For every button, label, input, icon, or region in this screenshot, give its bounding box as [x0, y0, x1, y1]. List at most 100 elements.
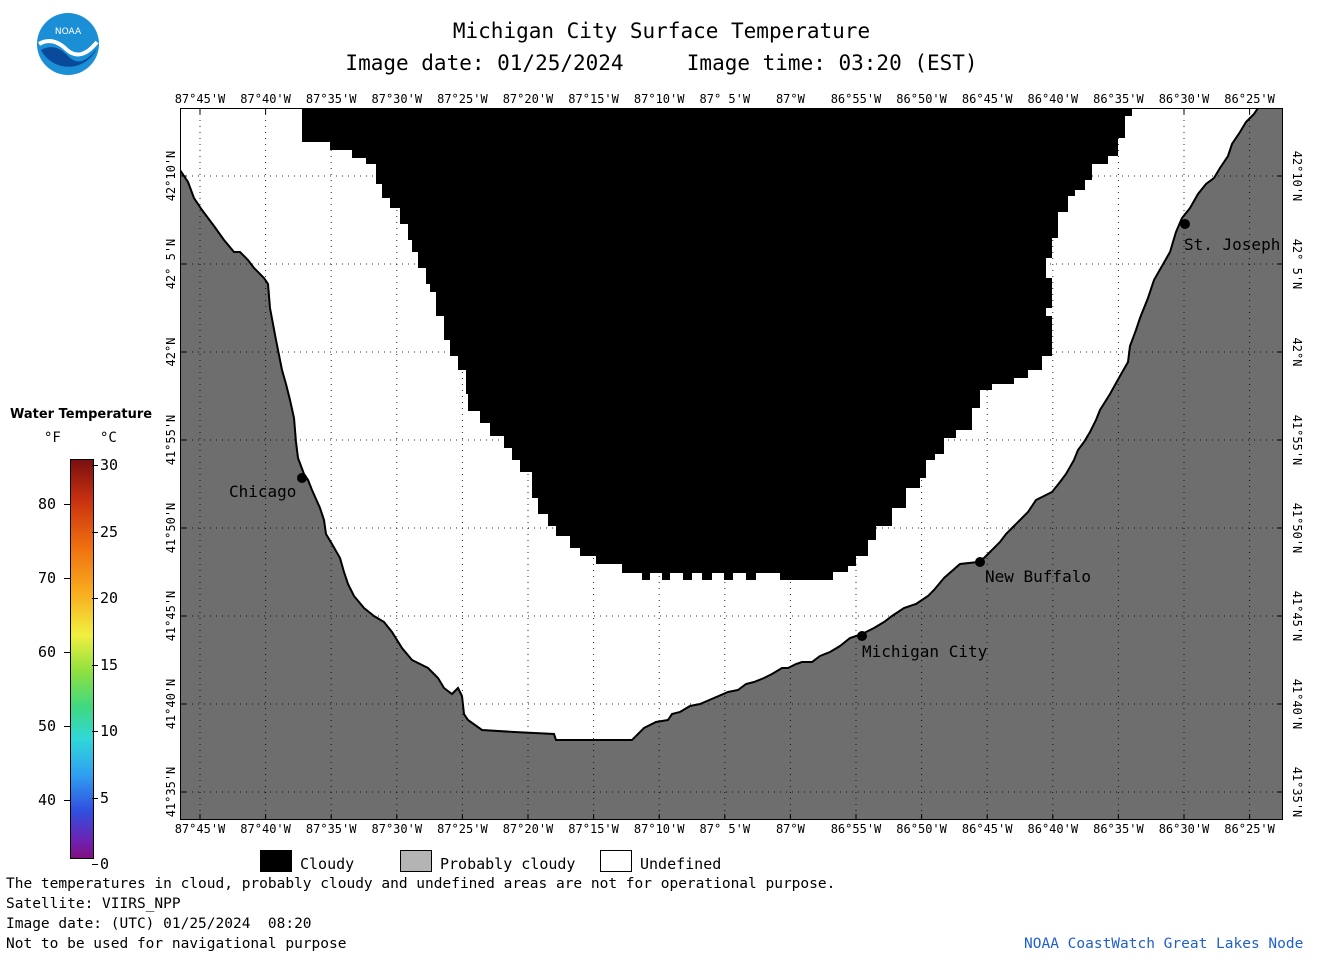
scale-c-tick-label: 30: [100, 456, 119, 474]
lat-label-left: 42°N: [164, 307, 178, 397]
cloud-area: [300, 108, 1132, 580]
lon-label-top: 87°20'W: [502, 92, 554, 106]
lon-label-bottom: 87°45'W: [174, 822, 226, 836]
lon-label-bottom: 87°10'W: [633, 822, 685, 836]
lon-label-bottom: 86°50'W: [896, 822, 947, 836]
scale-c-tick: [92, 864, 98, 865]
land-area-west: [180, 108, 1283, 820]
lon-label-bottom: 87°25'W: [437, 822, 488, 836]
map-ticks: [180, 108, 1283, 820]
scale-c-unit: °C: [100, 430, 117, 446]
city-label-new-buffalo: New Buffalo: [985, 567, 1091, 586]
image-date-time: Image date: 01/25/2024 Image time: 03:20…: [345, 51, 978, 75]
lat-label-left: 41°35'N: [164, 747, 178, 837]
lon-label-bottom: 87°20'W: [502, 822, 554, 836]
footer-disclaimer: The temperatures in cloud, probably clou…: [6, 876, 836, 892]
legend-label-undefined: Undefined: [640, 855, 722, 873]
lat-label-left-text: 41°45'N: [164, 590, 178, 642]
lon-label-top: 87°25'W: [437, 92, 488, 106]
lat-label-right: 41°45'N: [1290, 571, 1304, 661]
scale-c-tick: [92, 664, 98, 666]
lon-label-bottom: 86°45'W: [961, 822, 1013, 836]
lat-label-left-text: 42° 5'N: [164, 238, 178, 290]
lon-label-top: 86°50'W: [896, 92, 947, 106]
legend-swatch-cloudy: [260, 850, 292, 872]
lon-label-bottom: 87°40'W: [240, 822, 291, 836]
noaa-logo: NOAA: [37, 13, 99, 75]
city-label-st-joseph: St. Joseph: [1184, 235, 1281, 254]
scale-c-tick: [92, 797, 98, 799]
temperature-color-bar: [70, 459, 94, 859]
scale-f-tick-label: 40: [38, 791, 57, 809]
scale-f-tick: [64, 578, 70, 579]
city-marker-chicago: [297, 473, 307, 483]
footer-navigation-warning: Not to be used for navigational purpose: [6, 936, 347, 952]
lat-label-right-text: 41°40'N: [1290, 678, 1304, 730]
lat-label-right-text: 42° 5'N: [1290, 238, 1304, 290]
lon-label-top: 86°55'W: [830, 92, 882, 106]
lat-label-right: 41°35'N: [1290, 747, 1304, 837]
scale-c-tick-label: 25: [100, 522, 119, 541]
lat-label-right: 42°10'N: [1290, 131, 1304, 221]
lon-label-top: 86°25'W: [1224, 92, 1275, 106]
scale-c-tick: [92, 731, 98, 732]
lat-label-left-text: 41°55'N: [164, 414, 178, 466]
lon-label-bottom: 86°35'W: [1093, 822, 1144, 836]
lat-label-right-text: 41°50'N: [1290, 502, 1304, 554]
scale-f-tick-label: 50: [38, 717, 57, 735]
lon-label-bottom: 87°30'W: [371, 822, 423, 836]
city-marker-michigan-city: [857, 631, 867, 641]
lat-label-right-text: 41°45'N: [1290, 590, 1304, 642]
scale-f-unit: °F: [44, 430, 61, 446]
lat-label-left: 41°50'N: [164, 483, 178, 573]
lat-label-left-text: 41°35'N: [164, 766, 178, 818]
lon-label-top: 87°35'W: [305, 92, 357, 106]
lon-label-top: 86°35'W: [1093, 92, 1144, 106]
lon-label-top: 87°W: [775, 92, 805, 106]
scale-f-tick: [64, 726, 70, 727]
scale-c-tick-label: 0: [100, 855, 110, 873]
lon-label-top: 87°10'W: [633, 92, 685, 106]
legend-swatch-probably-cloudy: [400, 850, 432, 872]
footer-credit: NOAA CoastWatch Great Lakes Node: [1024, 936, 1304, 952]
page-title: Michigan City Surface Temperature: [452, 19, 871, 43]
lon-label-bottom: 87°35'W: [305, 822, 357, 836]
lon-label-top: 86°45'W: [961, 92, 1013, 106]
logo-text: NOAA: [55, 27, 82, 37]
lat-label-left-text: 42°N: [164, 337, 178, 367]
scale-c-tick-label: 5: [100, 788, 110, 807]
lat-label-right: 41°55'N: [1290, 395, 1304, 485]
scale-f-tick-label: 80: [38, 495, 57, 513]
lat-label-left: 42° 5'N: [164, 219, 178, 309]
city-label-chicago: Chicago: [229, 482, 297, 501]
scale-f-tick-label: 70: [38, 569, 57, 587]
lat-label-right: 41°40'N: [1290, 659, 1304, 749]
legend-label-cloudy: Cloudy: [300, 855, 355, 873]
lon-label-top: 86°30'W: [1158, 92, 1210, 106]
city-label-michigan-city: Michigan City: [862, 642, 988, 661]
scale-c-tick-label: 15: [100, 655, 119, 674]
lat-label-left-text: 41°40'N: [164, 678, 178, 730]
lat-label-left: 41°45'N: [164, 571, 178, 661]
scale-c-tick: [92, 465, 98, 466]
scale-f-tick: [64, 504, 70, 505]
lat-label-right-text: 42°N: [1290, 337, 1304, 367]
city-marker-new-buffalo: [975, 557, 985, 567]
legend-swatch-undefined: [600, 850, 632, 872]
lat-label-left: 41°55'N: [164, 395, 178, 485]
lon-label-bottom: 87°15'W: [568, 822, 619, 836]
lat-label-right: 41°50'N: [1290, 483, 1304, 573]
scale-title: Water Temperature: [10, 407, 153, 422]
lat-label-right-text: 41°35'N: [1290, 766, 1304, 818]
scale-f-tick: [64, 800, 70, 801]
lon-label-top: 87°45'W: [174, 92, 226, 106]
lon-label-top: 87°30'W: [371, 92, 423, 106]
footer-satellite: Satellite: VIIRS_NPP: [6, 896, 181, 912]
lat-label-left: 42°10'N: [164, 131, 178, 221]
scale-c-tick-label: 20: [100, 589, 119, 607]
scale-c-tick: [92, 531, 98, 533]
scale-c-tick: [92, 598, 98, 599]
scale-f-tick-label: 60: [38, 643, 57, 661]
lon-label-bottom: 86°55'W: [830, 822, 882, 836]
lat-label-right-text: 42°10'N: [1290, 150, 1304, 202]
